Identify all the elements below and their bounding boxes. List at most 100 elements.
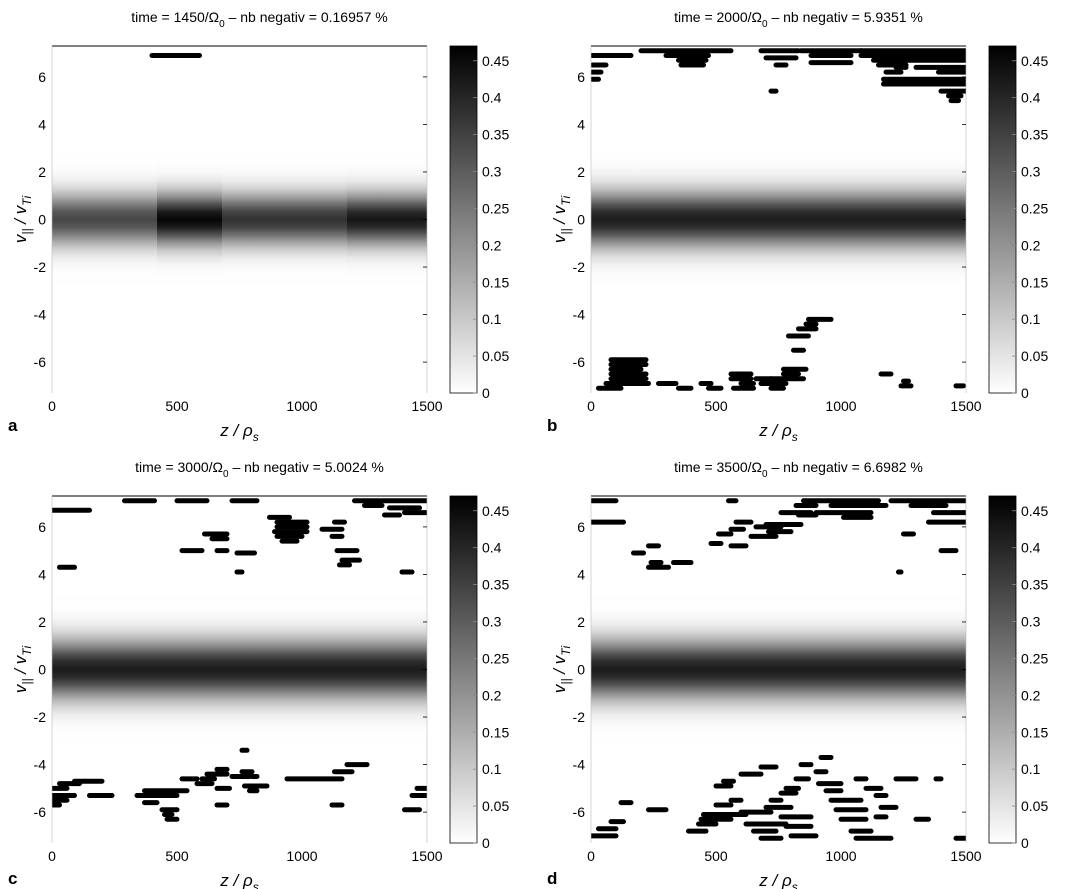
y-tick-label: -2 <box>573 709 586 725</box>
y-tick-label: -4 <box>573 307 586 323</box>
colorbar-tick-label: 0.1 <box>1021 761 1041 777</box>
colorbar-tick-label: 0.4 <box>482 540 502 556</box>
colorbar: 0 0.05 0.1 0.15 0.2 0.25 0.3 0.35 0.4 0.45 <box>449 495 509 851</box>
colorbar-gradient <box>449 45 478 394</box>
colorbar-tick-label: 0.1 <box>482 761 502 777</box>
colorbar-tick-label: 0.3 <box>482 164 502 180</box>
core-region <box>222 143 348 296</box>
panel-title: time = 2000/Ω0 – nb negativ = 5.9351 % <box>674 9 923 30</box>
colorbar-tick-label: 0.25 <box>1021 650 1048 666</box>
colorbar-tick-label: 0.15 <box>1021 724 1048 740</box>
panel-c: 0 500 1000 1500 -6 -4 -2 0 2 4 6 time = 3000/Ω0 – n… <box>8 459 509 889</box>
y-tick-label: 4 <box>577 566 585 582</box>
y-tick-label: 6 <box>577 69 585 85</box>
colorbar-tick-label: 0.35 <box>482 577 509 593</box>
y-tick-label: 4 <box>577 116 585 132</box>
colorbar-tick-label: 0.35 <box>1021 577 1048 593</box>
y-tick-label: -6 <box>34 354 47 370</box>
colorbar-tick-label: 0.25 <box>482 650 509 666</box>
core-region <box>52 143 158 296</box>
y-tick-label: 2 <box>577 614 585 630</box>
y-tick-label: 0 <box>38 212 46 228</box>
panel-b: 0 500 1000 1500 -6 -4 -2 0 2 4 6 time = 2000/Ω0 – n… <box>547 9 1048 444</box>
colorbar-tick-label: 0.05 <box>482 798 509 814</box>
y-tick-label: 0 <box>577 212 585 228</box>
colorbar-tick-label: 0 <box>1021 835 1029 851</box>
colorbar-tick-label: 0 <box>482 835 490 851</box>
y-tick-label: -2 <box>573 259 586 275</box>
y-tick-label: 6 <box>577 519 585 535</box>
panel-a: 0 500 1000 1500 -6 -4 -2 0 2 4 6 time = 1450/Ω0 – n… <box>8 9 509 444</box>
colorbar-tick-label: 0.3 <box>1021 614 1041 630</box>
negative-regions <box>591 498 966 841</box>
distribution-core <box>591 593 966 746</box>
panel-letter: a <box>8 416 18 435</box>
colorbar-tick-label: 0.3 <box>1021 164 1041 180</box>
y-tick-label: 6 <box>38 519 46 535</box>
y-tick-label: -4 <box>573 757 586 773</box>
core-region <box>157 143 223 296</box>
y-tick-label: 2 <box>38 164 46 180</box>
colorbar-tick-label: 0.15 <box>1021 274 1048 290</box>
y-tick-label: 2 <box>577 164 585 180</box>
panel-title: time = 3000/Ω0 – nb negativ = 5.0024 % <box>135 459 384 480</box>
y-tick-label: 4 <box>38 566 46 582</box>
colorbar-gradient <box>988 45 1017 394</box>
x-tick-label: 500 <box>165 848 189 864</box>
panel-letter: b <box>547 416 557 435</box>
distribution-core <box>52 143 427 296</box>
panel-title: time = 3500/Ω0 – nb negativ = 6.6982 % <box>674 459 923 480</box>
colorbar-tick-label: 0.2 <box>1021 687 1041 703</box>
x-tick-label: 500 <box>704 848 728 864</box>
colorbar-tick-label: 0.25 <box>482 200 509 216</box>
colorbar-tick-label: 0.4 <box>1021 540 1041 556</box>
x-tick-label: 500 <box>165 398 189 414</box>
y-tick-label: -2 <box>34 709 47 725</box>
y-tick-label: -4 <box>34 757 47 773</box>
colorbar-gradient <box>988 495 1017 844</box>
colorbar-tick-label: 0.05 <box>482 348 509 364</box>
colorbar-tick-label: 0.4 <box>482 90 502 106</box>
core-region <box>52 593 427 746</box>
y-tick-label: -6 <box>34 804 47 820</box>
x-tick-label: 0 <box>48 848 56 864</box>
colorbar: 0 0.05 0.1 0.15 0.2 0.25 0.3 0.35 0.4 0.45 <box>988 45 1048 401</box>
x-axis-label: z / ρs <box>219 421 258 444</box>
colorbar-tick-label: 0.15 <box>482 274 509 290</box>
y-axis-label: v|| / vTi <box>550 646 573 694</box>
colorbar-tick-label: 0.15 <box>482 724 509 740</box>
colorbar-tick-label: 0.05 <box>1021 798 1048 814</box>
x-tick-label: 0 <box>48 398 56 414</box>
panel-letter: c <box>8 869 17 888</box>
x-tick-label: 1000 <box>825 848 856 864</box>
x-tick-label: 0 <box>587 848 595 864</box>
colorbar-tick-label: 0.1 <box>482 311 502 327</box>
colorbar-tick-label: 0.35 <box>1021 127 1048 143</box>
colorbar-tick-label: 0 <box>1021 385 1029 401</box>
y-axis-label: v|| / vTi <box>11 646 34 694</box>
colorbar-tick-label: 0.3 <box>482 614 502 630</box>
x-tick-label: 1500 <box>950 848 981 864</box>
colorbar: 0 0.05 0.1 0.15 0.2 0.25 0.3 0.35 0.4 0.45 <box>988 495 1048 851</box>
y-axis-label: v|| / vTi <box>550 196 573 244</box>
x-tick-label: 1000 <box>286 848 317 864</box>
x-tick-label: 1500 <box>950 398 981 414</box>
y-tick-label: -4 <box>34 307 47 323</box>
colorbar-tick-label: 0.45 <box>482 53 509 69</box>
y-axis-label: v|| / vTi <box>11 196 34 244</box>
y-tick-label: 6 <box>38 69 46 85</box>
y-tick-label: 4 <box>38 116 46 132</box>
distribution-core <box>52 593 427 746</box>
x-axis-label: z / ρs <box>758 421 797 444</box>
colorbar-tick-label: 0.45 <box>1021 53 1048 69</box>
colorbar-tick-label: 0.4 <box>1021 90 1041 106</box>
x-axis-label: z / ρs <box>219 871 258 889</box>
colorbar-tick-label: 0.35 <box>482 127 509 143</box>
y-tick-label: 2 <box>38 614 46 630</box>
x-tick-label: 0 <box>587 398 595 414</box>
x-tick-label: 1500 <box>411 398 442 414</box>
x-tick-label: 1500 <box>411 848 442 864</box>
colorbar-tick-label: 0 <box>482 385 490 401</box>
panel-title: time = 1450/Ω0 – nb negativ = 0.16957 % <box>131 9 388 30</box>
y-tick-label: -6 <box>573 804 586 820</box>
